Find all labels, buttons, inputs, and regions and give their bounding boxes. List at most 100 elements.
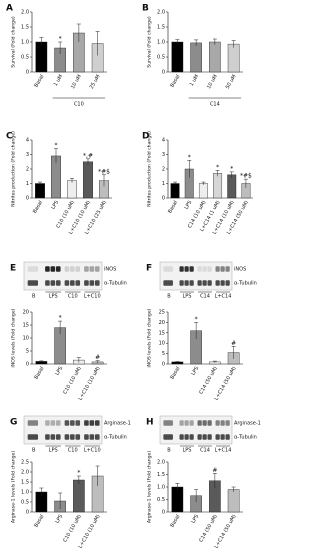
blot-band [225, 434, 230, 440]
bar [227, 489, 240, 513]
blot-band [45, 266, 50, 272]
significance: * [230, 165, 233, 172]
x-tick-label: 10 uM [206, 74, 219, 90]
y-tick-label: 2.0 [157, 10, 165, 16]
blot-band [207, 434, 212, 440]
blot-band [84, 280, 89, 286]
x-tick-label: Basal [32, 200, 44, 215]
y-tick-label: 2.5 [21, 460, 29, 466]
y-tick-label: 2.0 [21, 10, 29, 16]
bar [213, 173, 223, 199]
blot-band [75, 434, 81, 440]
blot-band [50, 266, 56, 272]
blot-band [207, 420, 212, 426]
blot-band [84, 266, 89, 272]
blot-band [64, 280, 70, 286]
blot-band [70, 434, 75, 440]
blot-band [64, 266, 70, 272]
blot-band-label: Arginase-1 [234, 421, 261, 427]
x-tick-label: Basal [167, 200, 179, 215]
x-tick-label: 50 uM [225, 74, 238, 90]
y-tick-label: 0 [26, 70, 29, 76]
y-tick-label: 0 [162, 70, 165, 76]
blot-band [163, 420, 173, 426]
blot-band [50, 434, 56, 440]
y-tick-label: 20 [23, 310, 29, 316]
panel-letter: A [6, 4, 13, 14]
blot-band [27, 266, 39, 272]
blot-band [45, 280, 50, 286]
blot-band [225, 266, 230, 272]
y-axis-title: Arginase-1 levels (Fold change) [11, 451, 17, 524]
blot-band [163, 266, 173, 272]
significance: # [95, 354, 100, 361]
y-tick-label: 20 [159, 320, 165, 326]
blot-band-label: Arginase-1 [104, 421, 131, 427]
y-axis-title: iNOS levels (Fold change) [147, 308, 153, 367]
y-tick-label: 10 [159, 341, 165, 347]
figure: A Survival (Fold change) 0 0.5 1.0 1.5 2.0 Basa… [6, 4, 261, 550]
significance: # [231, 340, 236, 347]
y-tick-label: 1.5 [21, 480, 29, 486]
blot-band [89, 280, 95, 286]
y-tick-label: 1.0 [21, 490, 29, 496]
bar [170, 183, 180, 199]
significance: *#$ [98, 168, 110, 175]
y-tick-label: 0 [26, 196, 29, 202]
bar [227, 174, 237, 199]
y-tick-label: 5 [162, 351, 165, 357]
blot-band [70, 266, 75, 272]
y-tick-label: 0 [26, 362, 29, 368]
blot-band [215, 420, 220, 426]
y-axis-title: iNOS levels (Fold change) [11, 308, 17, 367]
y-tick-label: 3 [162, 152, 165, 158]
blot-lane-label: L+C10 [84, 448, 101, 454]
blot-band [202, 280, 207, 286]
blot-lane-label: B [167, 294, 171, 300]
blot-band [84, 420, 89, 426]
blot-band [215, 266, 220, 272]
y-tick-label: 2.0 [157, 460, 165, 466]
y-tick-label: 3 [26, 152, 29, 158]
blot-band [55, 420, 61, 426]
blot-lane-label: LPS [183, 294, 192, 300]
bar [209, 41, 221, 73]
bar [227, 43, 240, 73]
x-tick-label: Basal [169, 514, 181, 529]
x-tick-label: 1 uM [189, 74, 200, 88]
blot-band [197, 434, 202, 440]
significance: * [188, 154, 191, 161]
blot-band [197, 280, 202, 286]
y-tick-label: 0 [162, 510, 165, 516]
y-tick-label: 15 [23, 323, 29, 329]
blot-band [220, 434, 225, 440]
blot-band [189, 420, 194, 426]
y-tick-label: 1.5 [21, 25, 29, 31]
blot-band [215, 434, 220, 440]
blot-band [225, 280, 230, 286]
blot-band [207, 266, 212, 272]
blot-band [89, 434, 95, 440]
x-tick-label: Basal [169, 74, 181, 89]
x-tick-label: C14 (50 uM) [198, 514, 219, 544]
y-tick-label: 1.0 [157, 40, 165, 46]
y-tick-label: 0 [26, 510, 29, 516]
panel-letter: H [146, 418, 154, 428]
bar [198, 183, 208, 199]
blot-band [75, 280, 81, 286]
blot-band [89, 420, 95, 426]
blot-band [220, 266, 225, 272]
panel-letter: E [10, 264, 16, 274]
x-tick-label: Basal [33, 514, 45, 529]
y-tick-label: 1.5 [157, 25, 165, 31]
blot-lane-label: B [32, 448, 36, 454]
x-tick-label: C10 (10 uM) [62, 366, 83, 396]
blot-band [163, 434, 173, 440]
x-tick-label: LPS [184, 200, 194, 211]
x-tick-label: Basal [169, 366, 181, 381]
blot-band [225, 420, 230, 426]
blot-lane-label: LPS [49, 294, 58, 300]
blot-band [184, 434, 189, 440]
blot-band [55, 280, 61, 286]
y-tick-label: 1 [162, 181, 165, 187]
